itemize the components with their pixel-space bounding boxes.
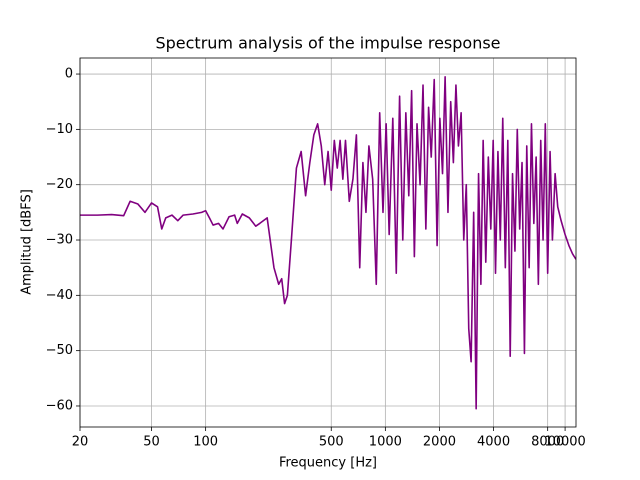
x-tick-label: 2000 [423, 435, 456, 450]
x-tick-label: 100 [193, 435, 218, 450]
y-tick-label: −10 [46, 122, 73, 137]
x-tick-label: 10000 [544, 435, 585, 450]
data-line [80, 76, 576, 410]
x-tick-label: 20 [72, 435, 89, 450]
x-tick-label: 500 [319, 435, 344, 450]
y-tick-label: 0 [65, 67, 73, 82]
x-tick-label: 50 [143, 435, 160, 450]
y-tick-label: −50 [46, 343, 73, 358]
x-tick-label: 4000 [477, 435, 510, 450]
y-tick-label: −40 [46, 288, 73, 303]
y-tick-label: −20 [46, 177, 73, 192]
x-tick-label: 8000 [531, 435, 564, 450]
x-axis-label: Frequency [Hz] [279, 456, 377, 471]
chart-title: Spectrum analysis of the impulse respons… [155, 34, 500, 53]
plot-frame [79, 57, 577, 428]
y-axis-label: Amplitud [dBFS] [20, 189, 35, 295]
x-tick-label: 1000 [369, 435, 402, 450]
y-tick-label: −30 [46, 233, 73, 248]
y-tick-label: −60 [46, 398, 73, 413]
